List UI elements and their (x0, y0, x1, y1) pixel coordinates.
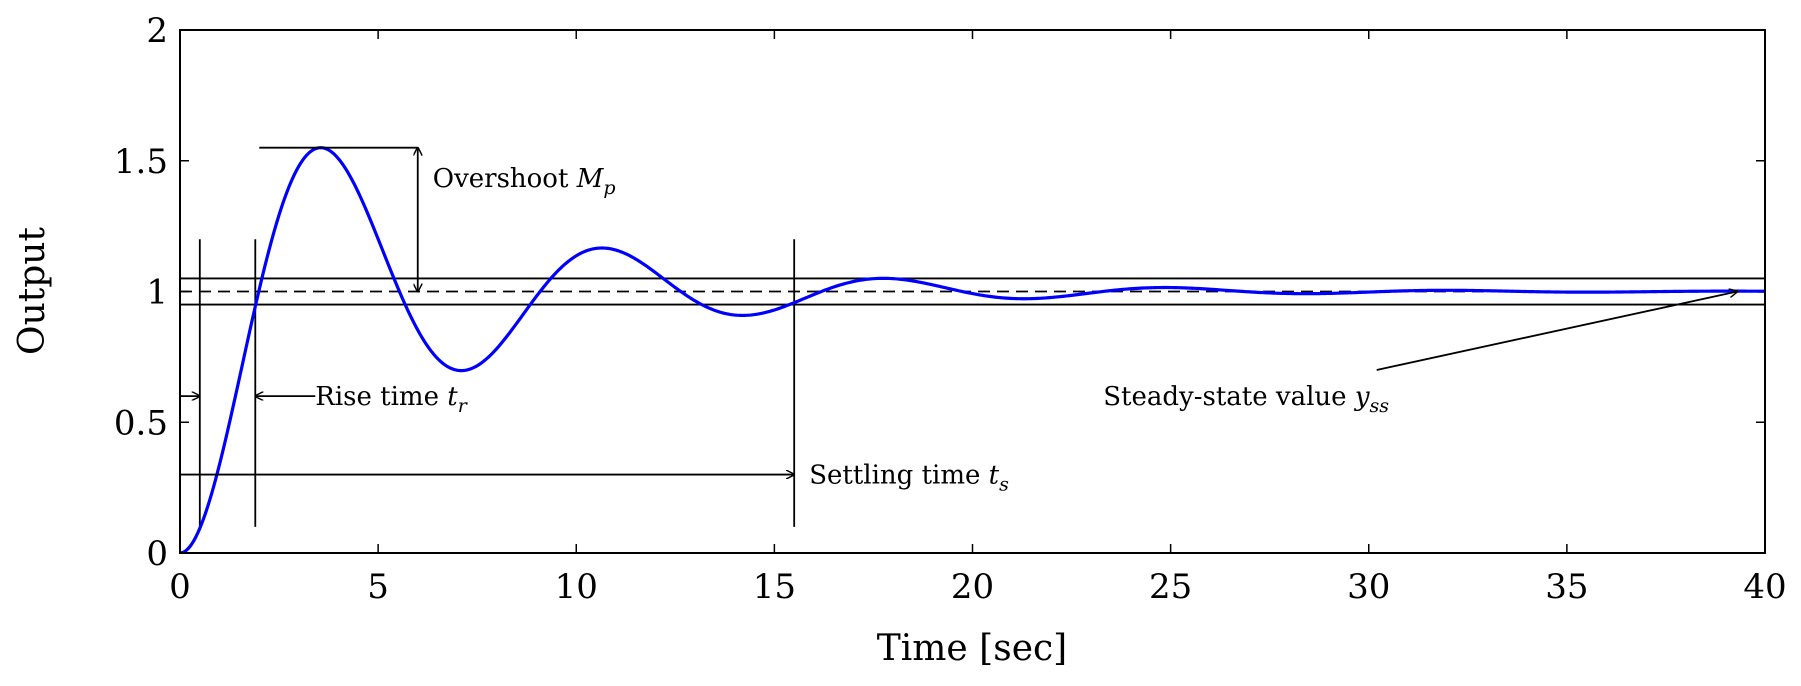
overshoot-label: Overshoot Mp (433, 164, 616, 199)
steady-state-label: Steady-state value yss (1103, 382, 1389, 417)
annotation-text: Rise time (315, 382, 447, 412)
rise-time-label: Rise time tr (315, 382, 468, 417)
response-curve (180, 146, 1765, 553)
x-tick-label: 40 (1743, 567, 1786, 607)
annotation-symbol: y (1354, 382, 1370, 412)
x-tick-label: 5 (367, 567, 389, 607)
annotation-text: Overshoot (433, 164, 577, 194)
ticks-layer: 0 5 10 15 20 25 30 35 40 0 0.5 1 1.5 2 (114, 11, 1787, 607)
annotation-symbol: M (576, 164, 605, 194)
y-tick-label: 2 (146, 11, 168, 51)
y-tick-label: 0.5 (114, 403, 168, 443)
y-axis-label: Output (12, 227, 53, 355)
settling-time-label: Settling time ts (809, 461, 1009, 496)
y-tick-label: 0 (146, 534, 168, 574)
steady-state-arrow (1376, 292, 1738, 371)
x-tick-label: 10 (555, 567, 598, 607)
annotation-subscript: ss (1370, 395, 1390, 417)
x-tick-label: 25 (1149, 567, 1192, 607)
plot-frame (179, 29, 1766, 554)
x-axis-label: Time [sec] (877, 628, 1067, 669)
x-tick-label: 35 (1545, 567, 1588, 607)
annotation-subscript: r (458, 395, 469, 417)
annotation-text: Settling time (809, 461, 988, 491)
annotation-symbol: t (447, 382, 458, 412)
x-tick-label: 30 (1347, 567, 1390, 607)
annotation-subscript: s (999, 474, 1009, 496)
annotation-symbol: t (989, 461, 1000, 491)
x-tick-label: 20 (951, 567, 994, 607)
annotation-text: Steady-state value (1103, 382, 1355, 412)
x-tick-label: 0 (169, 567, 191, 607)
y-tick-label: 1.5 (114, 142, 168, 182)
y-tick-label: 1 (146, 273, 168, 313)
x-tick-label: 15 (753, 567, 796, 607)
response-curve-layer (180, 146, 1765, 553)
annotation-subscript: p (603, 177, 615, 199)
time-markers-layer (198, 239, 796, 527)
